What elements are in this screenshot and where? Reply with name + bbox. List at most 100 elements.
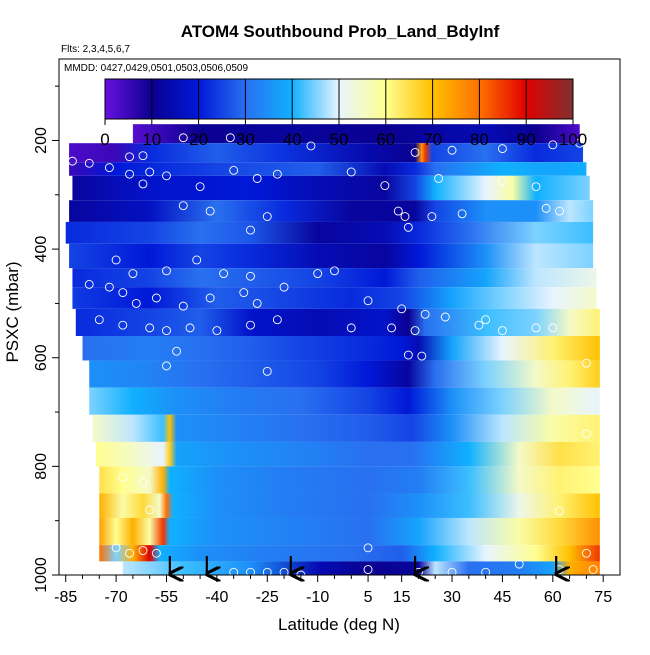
observation-point	[313, 269, 323, 278]
observation-point	[229, 567, 239, 575]
observation-point	[531, 182, 541, 192]
x-tick-label: 15	[393, 589, 411, 606]
y-tick-label: 400	[33, 236, 50, 263]
observation-point	[145, 505, 155, 515]
colorbar-tick-label: 90	[517, 130, 536, 149]
heatmap-band	[69, 243, 594, 269]
heatmap-band	[99, 493, 600, 518]
observation-point	[84, 279, 94, 289]
observation-point	[145, 167, 155, 177]
x-axis-label: Latitude (deg N)	[278, 615, 400, 634]
observation-point	[138, 151, 148, 161]
dates-subtitle: MMDD: 0427,0429,0501,0503,0506,0509	[64, 63, 248, 74]
y-axis-label: PSXC (mbar)	[3, 261, 22, 362]
heatmap-band	[69, 143, 584, 163]
observation-point	[151, 548, 161, 558]
observation-point	[252, 174, 262, 183]
observation-point	[192, 255, 202, 265]
colorbar-tick-label: 70	[423, 130, 442, 149]
x-tick-label: -85	[54, 589, 77, 606]
heatmap-band	[122, 561, 600, 575]
observation-point	[138, 478, 148, 488]
colorbar-tick-label: 20	[189, 130, 208, 149]
observation-point	[548, 323, 558, 333]
observation-point	[279, 282, 289, 292]
y-tick-label: 1000	[33, 557, 50, 593]
observation-point	[67, 156, 77, 166]
observation-point	[111, 255, 121, 265]
observation-point	[225, 133, 235, 143]
x-tick-label: 30	[443, 589, 461, 606]
observation-point	[212, 326, 222, 336]
observation-point	[581, 548, 591, 558]
observation-point	[145, 323, 155, 333]
observation-point	[138, 179, 148, 189]
observation-point	[94, 315, 104, 325]
colorbar-tick-label: 30	[236, 130, 255, 149]
observation-point	[205, 206, 215, 216]
observation-point	[125, 152, 134, 162]
colorbar-tick-label: 80	[470, 130, 489, 149]
observation-point	[229, 165, 239, 175]
observation-point	[262, 212, 272, 221]
colorbar-tick-label: 40	[283, 130, 302, 149]
y-axis: 200 400 600 800 1000	[33, 85, 59, 593]
observation-point	[387, 323, 397, 333]
observation-point	[555, 206, 564, 216]
observation-point	[581, 358, 591, 368]
observation-point	[588, 565, 598, 575]
observation-point	[541, 203, 551, 213]
observation-point	[393, 206, 403, 216]
latitude-arrows	[170, 556, 556, 574]
observation-point	[440, 312, 450, 322]
x-tick-label: 5	[364, 589, 373, 606]
heatmap-band	[72, 268, 597, 288]
observation-point	[172, 346, 182, 356]
x-tick-label: 75	[594, 589, 612, 606]
observation-point	[346, 167, 356, 177]
observation-point	[111, 543, 121, 553]
observation-point	[427, 212, 437, 221]
observation-point	[138, 546, 148, 556]
observation-point	[363, 296, 373, 306]
heatmap-band	[69, 200, 594, 222]
x-tick-label: -40	[205, 589, 228, 606]
observation-point	[575, 138, 585, 148]
observation-point	[403, 222, 413, 232]
observation-point	[246, 225, 255, 235]
observation-point	[162, 171, 171, 181]
observation-point	[363, 565, 373, 575]
observation-point	[555, 506, 564, 516]
observation-point	[128, 269, 138, 278]
heatmap-band	[99, 517, 600, 546]
observation-point	[417, 351, 427, 361]
heatmap-band	[72, 287, 597, 309]
heatmap-band	[99, 466, 600, 494]
observation-point	[400, 212, 410, 221]
observation-point	[246, 271, 255, 281]
heatmap-band	[95, 441, 600, 467]
observation-point	[410, 147, 420, 157]
heatmap-band	[92, 414, 600, 442]
observation-point	[481, 315, 491, 325]
observation-point	[272, 315, 282, 325]
observation-points	[67, 133, 598, 575]
observation-point	[330, 266, 339, 276]
observation-point	[262, 366, 272, 376]
observation-point	[272, 169, 282, 179]
observation-point	[151, 293, 161, 303]
observation-point	[397, 304, 407, 314]
observation-point	[125, 548, 134, 558]
observation-point	[531, 323, 541, 333]
observation-point	[162, 266, 171, 276]
observation-point	[363, 543, 373, 553]
heatmap-band	[75, 308, 600, 337]
colorbar-tick-label: 0	[100, 130, 109, 149]
colorbar-ticks: 0 10 20 30 40 50 60 70 80 90 100	[100, 79, 587, 149]
chart-title: ATOM4 Southbound Prob_Land_BdyInf	[181, 22, 500, 41]
heatmap-band	[69, 162, 587, 176]
flights-subtitle: Flts: 2,3,4,5,6,7	[61, 44, 130, 55]
observation-point	[246, 567, 255, 575]
observation-point	[581, 429, 591, 439]
